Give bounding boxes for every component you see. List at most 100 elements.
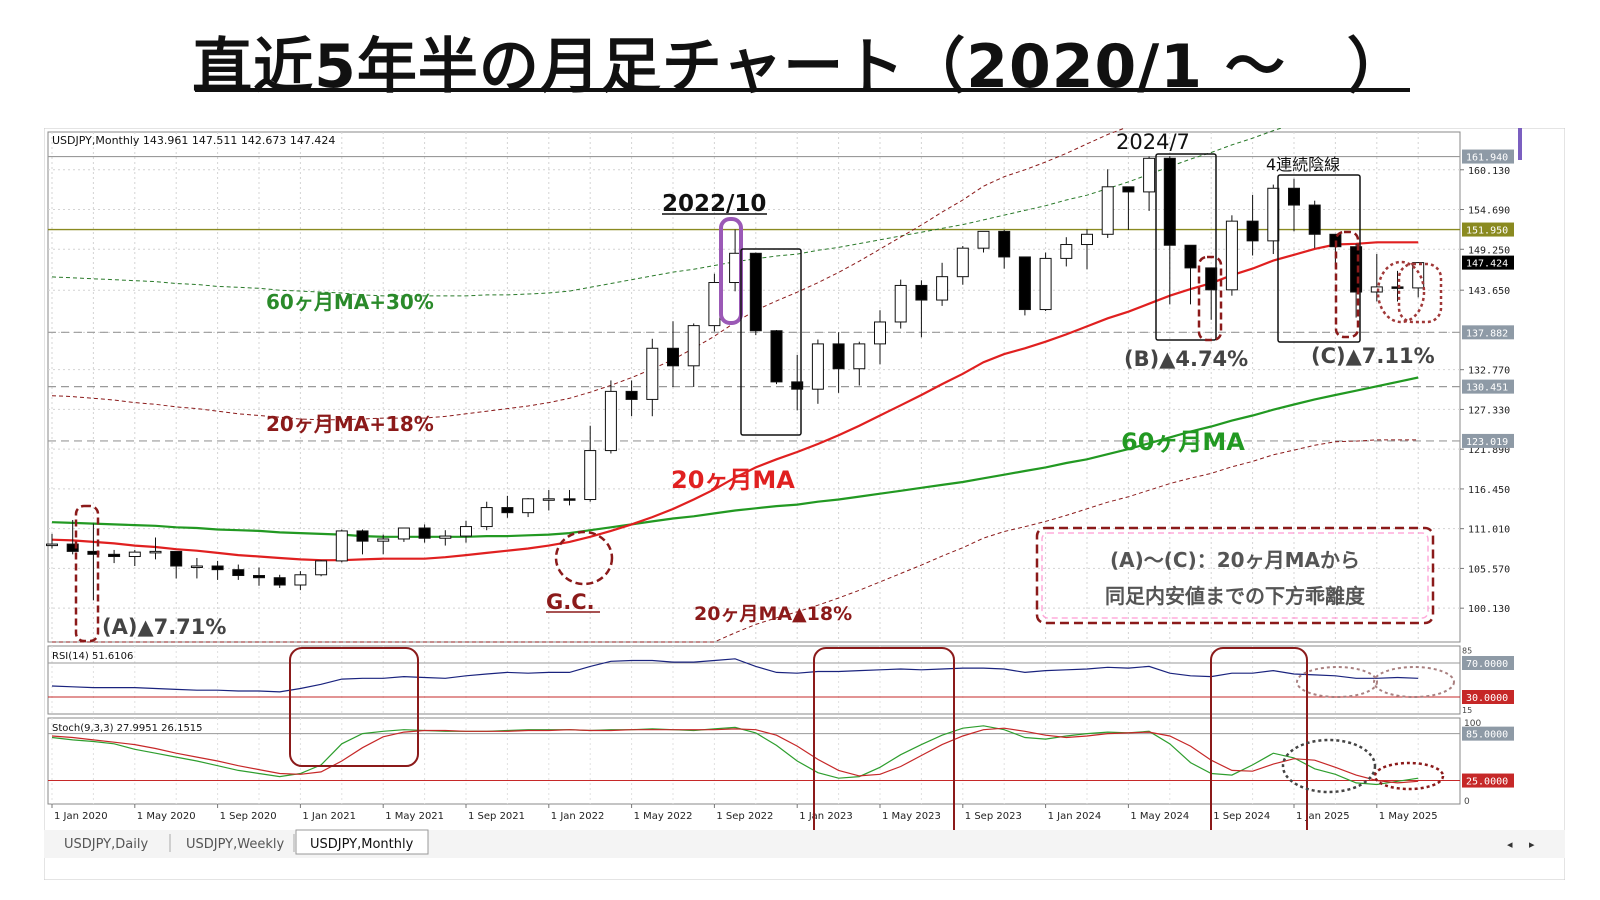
label-4-bear: 4連続陰線 xyxy=(1266,155,1340,174)
stoch-ellipse-2 xyxy=(1373,761,1445,791)
label-c: (C)▲7.11% xyxy=(1311,344,1435,368)
osc-box-1 xyxy=(289,647,419,767)
stoch-panel xyxy=(47,717,1461,805)
candle-body xyxy=(874,321,886,345)
scroll-marker xyxy=(1518,128,1522,160)
candle-layer xyxy=(46,156,1425,601)
candle-body xyxy=(128,551,141,558)
box-after-2022-10 xyxy=(740,248,802,436)
y-tick-label: 127.330 xyxy=(1468,405,1510,416)
candle-body xyxy=(563,498,576,501)
tab-bar: ◂ ▸ USDJPY,Daily USDJPY,Weekly USDJPY,Mont… xyxy=(44,829,1565,858)
tab-usdjpymonthly[interactable]: USDJPY,Monthly xyxy=(295,829,429,855)
candle-body xyxy=(1370,286,1383,293)
x-tick-label: 1 Sep 2021 xyxy=(468,811,525,822)
candle-body xyxy=(273,577,286,586)
candle-body xyxy=(377,538,390,542)
candle-body xyxy=(853,343,866,370)
label-gc: G.C. xyxy=(546,590,595,614)
y-tick-label: 132.770 xyxy=(1468,366,1510,377)
rsi-ellipse-1 xyxy=(1296,666,1378,698)
chart-window[interactable]: 160.130 154.690 149.250 143.650 132.770 127.3… xyxy=(43,109,1566,881)
candle-body xyxy=(1391,286,1404,289)
candle-body xyxy=(211,565,224,571)
y-tick-label: 116.450 xyxy=(1468,485,1510,496)
x-tick-label: 1 Sep 2024 xyxy=(1213,811,1270,822)
y-tick-label: 160.130 xyxy=(1468,166,1510,177)
stoch-k-line xyxy=(51,725,1419,786)
candle-body xyxy=(770,330,783,383)
candle-body xyxy=(1350,246,1363,293)
price-badge xyxy=(1462,255,1514,270)
candle-body xyxy=(149,550,162,554)
candle-body xyxy=(1081,233,1093,246)
candle-body xyxy=(915,284,928,301)
label-a: (A)▲7.71% xyxy=(102,615,226,639)
candle-body xyxy=(729,252,742,284)
rsi-axis-label: 15 xyxy=(1462,706,1472,715)
tab-usdjpydaily[interactable]: USDJPY,Daily xyxy=(64,837,148,852)
rsi-axis-label: 85 xyxy=(1462,646,1472,655)
candle-body xyxy=(315,560,328,576)
tab-scroll-left-icon[interactable]: ◂ xyxy=(1507,838,1513,851)
price-badge-label: 161.940 xyxy=(1466,153,1508,164)
x-tick-label: 1 May 2021 xyxy=(385,811,444,822)
tab-label: USDJPY,Daily xyxy=(64,837,148,852)
dash-c xyxy=(1334,230,1360,339)
candle-body xyxy=(1288,187,1300,206)
candle-body xyxy=(46,543,58,547)
price-badge-label: 123.019 xyxy=(1466,437,1508,448)
ma60-line xyxy=(51,376,1419,538)
y-tick-label: 105.570 xyxy=(1468,564,1510,575)
candle-body xyxy=(232,569,245,577)
x-tick-label: 1 May 2022 xyxy=(634,811,693,822)
price-badge xyxy=(1462,325,1514,340)
stoch-ellipse-1 xyxy=(1281,738,1377,794)
rsi-badge xyxy=(1462,690,1514,704)
candle-body xyxy=(1060,244,1073,259)
price-badge-label: 137.882 xyxy=(1466,328,1508,339)
x-tick-label: 1 Jan 2022 xyxy=(551,811,605,822)
price-badge-label: 147.424 xyxy=(1466,259,1508,270)
candle-body xyxy=(542,498,555,501)
rsi-header: RSI(14) 51.6106 xyxy=(52,651,133,662)
price-badge xyxy=(1462,379,1514,394)
stoch-d-line xyxy=(51,727,1419,784)
x-tick-label: 1 Jan 2020 xyxy=(54,811,108,822)
dash-a xyxy=(74,504,100,643)
rsi-line xyxy=(51,658,1419,693)
x-tick-label: 1 May 2024 xyxy=(1130,811,1189,822)
candle-body xyxy=(439,535,452,539)
tab-label: USDJPY,Weekly xyxy=(186,837,284,852)
x-tick-label: 1 May 2023 xyxy=(882,811,941,822)
tab-usdjpyweekly[interactable]: USDJPY,Weekly xyxy=(186,837,284,852)
note-box-outer xyxy=(1035,526,1435,625)
rsi-badge-label: 30.0000 xyxy=(1466,693,1508,704)
candle-body xyxy=(832,343,845,370)
price-badge xyxy=(1462,433,1514,448)
candle-body xyxy=(253,575,265,579)
x-tick-label: 1 May 2020 xyxy=(137,811,196,822)
note-line-1: (A)～(C)：20ヶ月MAから xyxy=(1110,548,1360,572)
candle-body xyxy=(936,276,949,301)
stoch-badge-label: 85.0000 xyxy=(1466,730,1508,741)
tab-label: USDJPY,Monthly xyxy=(310,837,414,852)
candle-body xyxy=(811,343,824,390)
x-tick-label: 1 Jan 2021 xyxy=(302,811,356,822)
candle-body xyxy=(1101,186,1114,235)
chart-svg[interactable]: 160.130 154.690 149.250 143.650 132.770 127.3… xyxy=(43,109,1566,881)
candle-body xyxy=(625,390,638,400)
tab-scroll-right-icon[interactable]: ▸ xyxy=(1529,838,1535,851)
label-ma60-plus30: 60ヶ月MA+30% xyxy=(266,290,434,314)
price-badge-label: 130.451 xyxy=(1466,383,1508,394)
candle-body xyxy=(170,550,183,567)
candle-body xyxy=(998,230,1011,258)
title-underline xyxy=(195,88,1410,92)
candle-body xyxy=(108,553,121,558)
candle-body xyxy=(480,507,493,528)
x-tick-label: 1 Sep 2022 xyxy=(716,811,773,822)
label-2024-7: 2024/7 xyxy=(1116,130,1190,154)
stoch-badge xyxy=(1462,726,1514,741)
x-tick-label: 1 May 2025 xyxy=(1379,811,1438,822)
stoch-header: Stoch(9,3,3) 27.9951 26.1515 xyxy=(52,723,203,734)
